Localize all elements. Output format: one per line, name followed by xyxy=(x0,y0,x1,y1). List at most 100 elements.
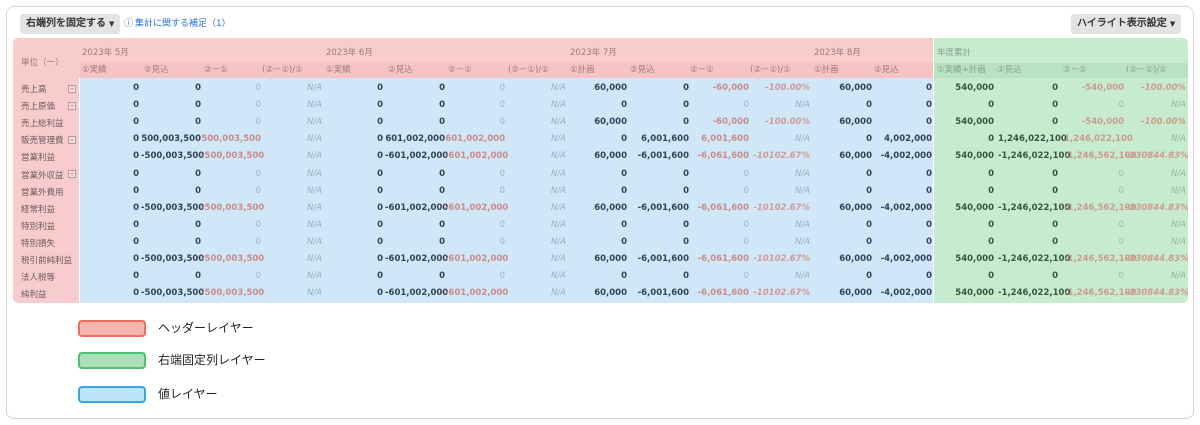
table-cell: N/A xyxy=(306,185,322,196)
table-cell: -10102.67% xyxy=(753,151,810,162)
table-cell: 60,000 xyxy=(594,151,627,162)
table-cell: 0 xyxy=(377,236,383,247)
legend-swatch-fixed xyxy=(78,352,146,369)
table-cell: 0 xyxy=(499,185,505,196)
fixed-column-cell: 0 xyxy=(1052,117,1058,128)
fixed-column-cell: N/A xyxy=(1170,168,1186,179)
table-cell: 0 xyxy=(133,202,139,213)
table-cell: 0 xyxy=(255,271,261,282)
table-cell: 60,000 xyxy=(839,151,872,162)
table-cell: 60,000 xyxy=(839,288,872,299)
table-cell: 0 xyxy=(499,83,505,93)
table-cell: 0 xyxy=(133,134,139,145)
row-label: 営業利益 xyxy=(21,153,56,164)
row-label: 販売管理費 xyxy=(21,136,64,147)
table-cell: -6,001,600 xyxy=(637,202,689,213)
table-cell: N/A xyxy=(306,117,322,128)
table-cell: N/A xyxy=(794,219,810,230)
table-cell: N/A xyxy=(306,202,322,213)
table-cell: 0 xyxy=(255,185,261,196)
fixed-column-cell: 0 xyxy=(988,100,994,111)
table-cell: -500,003,500 xyxy=(141,288,205,299)
table-cell: 0 xyxy=(377,271,383,282)
table-cell: 0 xyxy=(377,168,383,179)
column-header: ②－① xyxy=(448,65,472,75)
table-cell: 60,000 xyxy=(594,83,627,93)
expand-plus-icon[interactable]: + xyxy=(68,101,76,110)
table-cell: 0 xyxy=(439,168,445,179)
month-header: 2023年 5月 xyxy=(82,48,129,58)
table-cell: 0 xyxy=(621,236,627,247)
table-cell: -601,002,000 xyxy=(385,254,449,264)
table-cell: 0 xyxy=(195,271,201,282)
table-cell: 60,000 xyxy=(594,288,627,299)
row-label: 税引前純利益 xyxy=(21,256,73,266)
table-cell: 0 xyxy=(439,100,445,111)
highlight-settings-button[interactable]: ハイライト表示設定 ▼ xyxy=(1071,14,1182,34)
table-cell: 0 xyxy=(743,271,749,282)
table-cell: -601,002,000 xyxy=(445,202,509,213)
fixed-column-cell: 540,000 xyxy=(955,83,994,93)
table-cell: N/A xyxy=(550,219,566,230)
aggregation-note-label: 集計に関する補足（1） xyxy=(135,19,231,29)
table-cell: 0 xyxy=(743,219,749,230)
fixed-column-cell: 1,246,022,100 xyxy=(998,134,1067,145)
legend-label-header: ヘッダーレイヤー xyxy=(158,321,254,335)
column-header: ①計画 xyxy=(570,65,595,75)
fixed-column-layer xyxy=(934,38,1188,303)
legend-label-fixed: 右端固定列レイヤー xyxy=(158,353,266,367)
row-label-layer xyxy=(13,78,79,303)
fix-column-label: 右端列を固定する xyxy=(26,18,106,29)
table-cell: 0 xyxy=(621,271,627,282)
fixed-column-cell: -540,000 xyxy=(1081,83,1124,93)
fix-column-button[interactable]: 右端列を固定する ▼ xyxy=(20,14,121,34)
table-cell: 60,000 xyxy=(839,83,872,93)
table-cell: 0 xyxy=(683,83,689,93)
table-cell: 0 xyxy=(499,236,505,247)
table-cell: 0 xyxy=(866,134,872,145)
row-label: 特別利益 xyxy=(21,221,56,232)
table-cell: N/A xyxy=(550,271,566,282)
table-cell: 0 xyxy=(133,236,139,247)
table-cell: 0 xyxy=(866,168,872,179)
table-cell: -4,002,000 xyxy=(880,288,932,299)
table-cell: 0 xyxy=(621,100,627,111)
month-header: 2023年 7月 xyxy=(570,48,617,58)
table-cell: N/A xyxy=(306,271,322,282)
fixed-column-cell: -540,000 xyxy=(1081,117,1124,128)
table-cell: N/A xyxy=(550,168,566,179)
aggregation-note-link[interactable]: ⓘ 集計に関する補足（1） xyxy=(124,14,231,34)
fixed-column-cell: N/A xyxy=(1170,236,1186,247)
table-cell: N/A xyxy=(794,134,810,145)
fixed-column-cell: N/A xyxy=(1170,185,1186,196)
table-cell: 0 xyxy=(133,254,139,264)
table-cell: 60,000 xyxy=(594,202,627,213)
month-header: 2023年 8月 xyxy=(814,48,861,58)
table-cell: 0 xyxy=(621,168,627,179)
column-header: (②－①)/① xyxy=(1126,65,1167,75)
table-cell: 60,000 xyxy=(839,117,872,128)
expand-plus-icon[interactable]: + xyxy=(68,135,76,144)
column-header: ①実績 xyxy=(82,65,107,75)
table-cell: -500,003,500 xyxy=(201,288,265,299)
table-cell: 0 xyxy=(255,219,261,230)
table-cell: 0 xyxy=(499,168,505,179)
table-cell: -6,001,600 xyxy=(637,254,689,264)
fixed-column-cell: N/A xyxy=(1170,134,1186,145)
table-cell: -601,002,000 xyxy=(385,151,449,162)
table-cell: N/A xyxy=(794,100,810,111)
expand-plus-icon[interactable]: + xyxy=(68,84,76,93)
expand-plus-icon[interactable]: + xyxy=(68,170,76,178)
table-cell: 0 xyxy=(377,151,383,162)
table-cell: 0 xyxy=(195,83,201,93)
table-cell: -6,061,600 xyxy=(697,254,749,264)
table-cell: 0 xyxy=(743,168,749,179)
fixed-column-cell: 0 xyxy=(988,185,994,196)
fixed-column-cell: -1,246,562,100 xyxy=(1064,202,1137,213)
table-cell: N/A xyxy=(306,236,322,247)
fixed-column-cell: -230844.83% xyxy=(1126,202,1189,213)
column-header: ②見込 xyxy=(388,65,413,75)
caret-down-icon: ▼ xyxy=(1169,20,1176,28)
table-cell: 0 xyxy=(195,185,201,196)
table-cell: 0 xyxy=(926,168,932,179)
